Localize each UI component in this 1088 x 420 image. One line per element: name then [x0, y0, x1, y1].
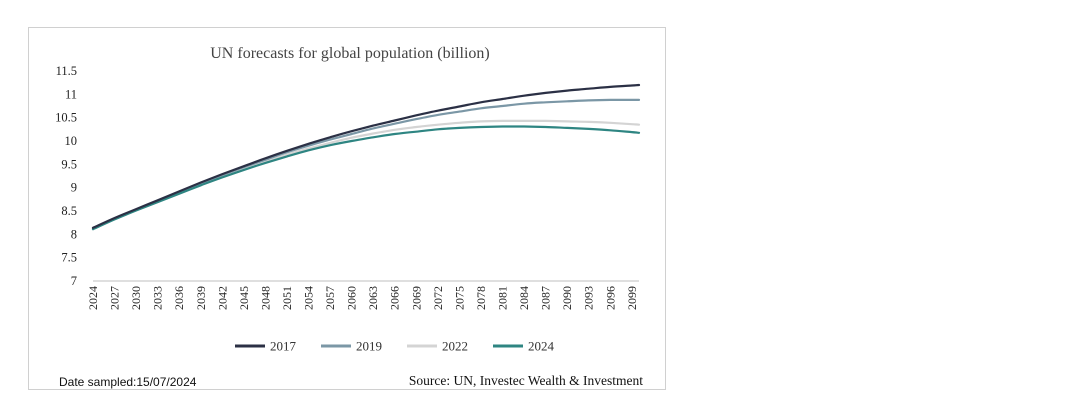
x-tick-label: 2084 — [517, 286, 531, 310]
legend-label-2019: 2019 — [356, 339, 382, 354]
population-line-chart: UN forecasts for global population (bill… — [55, 45, 641, 354]
legend: 2017 2019 2022 2024 — [235, 339, 555, 354]
y-tick-label: 9.5 — [61, 157, 77, 171]
y-tick-label: 7.5 — [61, 251, 77, 265]
y-tick-label: 11.5 — [56, 64, 77, 78]
x-tick-label: 2057 — [323, 286, 337, 310]
x-tick-label: 2036 — [172, 286, 186, 310]
x-tick-label: 2045 — [237, 286, 251, 310]
y-tick-label: 10 — [65, 134, 78, 148]
y-tick-label: 7 — [71, 274, 77, 288]
source-note: Source: UN, Investec Wealth & Investment — [408, 373, 643, 388]
y-tick-label: 8.5 — [61, 204, 77, 218]
y-tick-label: 9 — [71, 181, 77, 195]
legend-label-2017: 2017 — [270, 339, 297, 354]
legend-label-2022: 2022 — [442, 339, 468, 354]
x-tick-label: 2063 — [366, 286, 380, 310]
x-tick-label: 2054 — [302, 286, 316, 310]
y-tick-label: 11 — [65, 87, 77, 101]
x-tick-label: 2075 — [452, 286, 466, 310]
x-tick-label: 2072 — [431, 286, 445, 310]
series-line-2017 — [91, 83, 641, 229]
series-line-2024 — [91, 125, 641, 231]
x-tick-label: 2039 — [194, 286, 208, 310]
y-tick-label: 8 — [71, 227, 77, 241]
x-tick-label: 2078 — [474, 286, 488, 310]
legend-label-2024: 2024 — [528, 339, 555, 354]
x-tick-label: 2027 — [108, 286, 122, 310]
chart-frame: UN forecasts for global population (bill… — [28, 27, 666, 390]
date-sampled: Date sampled:15/07/2024 — [59, 375, 197, 389]
x-tick-label: 2024 — [86, 286, 100, 310]
series-line-2022 — [91, 119, 641, 230]
x-tick-label: 2066 — [388, 286, 402, 310]
x-tick-label: 2051 — [280, 286, 294, 310]
x-tick-label: 2042 — [215, 286, 229, 310]
x-tick-label: 2060 — [345, 286, 359, 310]
x-axis: 2024 2027 2030 2033 2036 2039 2042 2045 2048 2051… — [86, 286, 639, 310]
series-line-2019 — [91, 98, 641, 230]
x-tick-label: 2048 — [258, 286, 272, 310]
x-tick-label: 2033 — [151, 286, 165, 310]
chart-title: UN forecasts for global population (bill… — [210, 45, 490, 62]
x-tick-label: 2081 — [496, 286, 510, 310]
x-tick-label: 2087 — [539, 286, 553, 310]
series-lines — [91, 83, 641, 231]
x-tick-label: 2090 — [560, 286, 574, 310]
x-tick-label: 2096 — [603, 286, 617, 310]
x-tick-label: 2069 — [409, 286, 423, 310]
y-axis: 11.5 11 10.5 10 9.5 9 8.5 8 7.5 7 — [55, 64, 77, 288]
x-tick-label: 2030 — [129, 286, 143, 310]
y-tick-label: 10.5 — [55, 111, 77, 125]
x-tick-label: 2099 — [625, 286, 639, 310]
x-tick-label: 2093 — [582, 286, 596, 310]
